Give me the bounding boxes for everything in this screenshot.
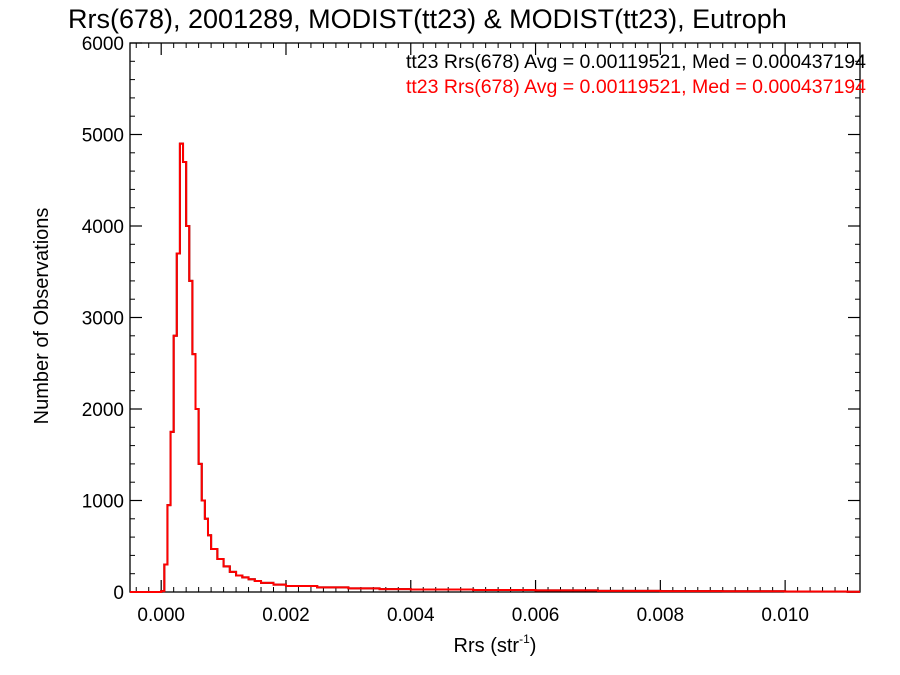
annotations: tt23 Rrs(678) Avg = 0.00119521, Med = 0.… — [406, 51, 866, 98]
x-axis-label: Rrs (str-1) — [454, 632, 537, 657]
y-tick-label: 6000 — [82, 34, 124, 55]
axis-ticks — [130, 42, 861, 593]
x-tick-label: 0.002 — [262, 605, 310, 626]
plot-frame — [129, 42, 861, 593]
y-tick-label: 0 — [113, 583, 124, 604]
y-tick-labels: 0 1000 2000 3000 4000 5000 6000 — [82, 34, 124, 604]
y-tick-label: 5000 — [82, 126, 124, 147]
y-tick-label: 3000 — [82, 309, 124, 330]
x-axis-label-suffix: ) — [530, 635, 537, 657]
x-tick-label: 0.006 — [512, 605, 560, 626]
x-axis-label-main: Rrs (str — [454, 635, 520, 657]
series-line-1 — [130, 142, 860, 593]
y-tick-label: 4000 — [82, 217, 124, 238]
x-tick-label: 0.008 — [637, 605, 685, 626]
y-tick-label: 2000 — [82, 400, 124, 421]
x-tick-label: 0.000 — [137, 605, 185, 626]
x-tick-label: 0.004 — [387, 605, 435, 626]
x-tick-label: 0.010 — [761, 605, 809, 626]
series-line-2 — [130, 142, 860, 593]
chart-title: Rrs(678), 2001289, MODIST(tt23) & MODIST… — [68, 4, 787, 34]
annotation-1: tt23 Rrs(678) Avg = 0.00119521, Med = 0.… — [406, 51, 866, 73]
y-axis-label: Number of Observations — [31, 208, 53, 425]
series-lines — [130, 142, 860, 593]
y-tick-label: 1000 — [82, 492, 124, 513]
x-axis-label-superscript: -1 — [519, 632, 530, 646]
plot-area-frame — [129, 42, 861, 593]
annotation-2: tt23 Rrs(678) Avg = 0.00119521, Med = 0.… — [406, 76, 866, 98]
x-tick-labels: 0.000 0.002 0.004 0.006 0.008 0.010 — [137, 605, 808, 626]
